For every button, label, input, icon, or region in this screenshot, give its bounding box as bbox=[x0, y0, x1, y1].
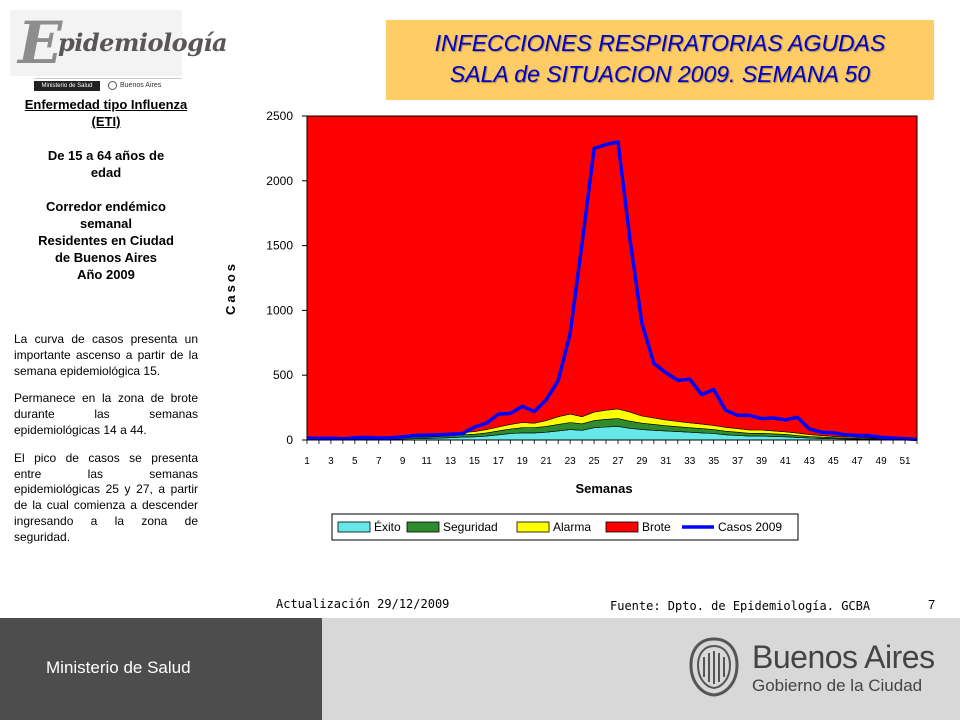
corredor-line-2: semanal bbox=[79, 216, 133, 231]
x-axis-label: Semanas bbox=[575, 481, 632, 496]
title-line-1: INFECCIONES RESPIRATORIAS AGUDAS bbox=[434, 30, 886, 56]
footer-ministry: Ministerio de Salud bbox=[46, 658, 191, 677]
legend-swatch-exito bbox=[337, 521, 371, 533]
y-tick-label: 1500 bbox=[266, 239, 293, 253]
logo-initial: E bbox=[18, 9, 63, 77]
legend-label-alarma: Alarma bbox=[553, 520, 591, 534]
page-number: 7 bbox=[928, 597, 936, 612]
y-axis-label: Casos bbox=[223, 261, 238, 315]
legend-swatch-seguridad bbox=[406, 521, 440, 533]
x-tick-label: 31 bbox=[660, 456, 672, 467]
residents-line-1: Residentes en Ciudad bbox=[38, 233, 174, 248]
x-tick-label: 3 bbox=[328, 456, 334, 467]
source-note: Fuente: Dpto. de Epidemiología. GCBA bbox=[610, 599, 871, 613]
legend-label-exito: Éxito bbox=[374, 519, 401, 534]
chart-legend: Éxito Seguridad Alarma Brote Casos 2009 bbox=[331, 513, 799, 541]
plot-frame bbox=[306, 115, 918, 441]
x-tick-label: 21 bbox=[541, 456, 553, 467]
logo-strip: Ministerio de Salud Buenos Aires bbox=[34, 78, 182, 93]
y-tick-label: 1000 bbox=[266, 303, 293, 317]
buenos-aires-emblem-icon bbox=[689, 637, 739, 697]
logo-city: Buenos Aires bbox=[120, 82, 162, 89]
residents-line-2: de Buenos Aires bbox=[54, 250, 158, 265]
x-tick-label: 9 bbox=[400, 456, 406, 467]
y-tick-label: 500 bbox=[273, 368, 293, 382]
x-tick-label: 35 bbox=[708, 456, 720, 467]
x-tick-label: 43 bbox=[804, 456, 816, 467]
chart-line-layer bbox=[306, 140, 918, 442]
x-tick-label: 1 bbox=[304, 456, 310, 467]
line-casos-2009 bbox=[306, 140, 918, 442]
logo-ministry: Ministerio de Salud bbox=[34, 81, 100, 91]
x-tick-label: 51 bbox=[899, 456, 911, 467]
page-title: INFECCIONES RESPIRATORIAS AGUDAS SALA de… bbox=[386, 20, 934, 100]
x-tick-label: 25 bbox=[588, 456, 600, 467]
legend-swatch-alarma bbox=[516, 521, 550, 533]
ba-small-icon bbox=[108, 81, 117, 90]
x-tick-label: 41 bbox=[780, 456, 792, 467]
legend-swatch-brote bbox=[605, 521, 639, 533]
x-tick-label: 39 bbox=[756, 456, 768, 467]
x-tick-label: 33 bbox=[684, 456, 696, 467]
x-tick-label: 29 bbox=[636, 456, 648, 467]
age-line-2: edad bbox=[90, 165, 122, 180]
area-brote bbox=[306, 115, 918, 439]
age-line-1: De 15 a 64 años de bbox=[47, 148, 165, 163]
x-tick-label: 37 bbox=[732, 456, 744, 467]
legend-label-seguridad: Seguridad bbox=[443, 520, 498, 534]
x-tick-label: 5 bbox=[352, 456, 358, 467]
legend-label-casos-2009: Casos 2009 bbox=[718, 520, 782, 534]
logo-background: E pidemiología bbox=[10, 9, 228, 77]
x-tick-label: 23 bbox=[565, 456, 577, 467]
x-tick-label: 45 bbox=[828, 456, 840, 467]
x-tick-label: 13 bbox=[445, 456, 457, 467]
sidebar-headings: Enfermedad tipo Influenza (ETI) De 15 a … bbox=[14, 96, 198, 283]
update-date: Actualización 29/12/2009 bbox=[276, 597, 450, 611]
x-tick-label: 27 bbox=[612, 456, 624, 467]
footer-city-name: Buenos Aires bbox=[752, 639, 935, 675]
x-tick-label: 19 bbox=[517, 456, 529, 467]
x-tick-label: 17 bbox=[493, 456, 505, 467]
y-tick-label: 0 bbox=[286, 433, 293, 447]
epidemiologia-logo: E pidemiología Ministerio de Salud Bueno… bbox=[10, 9, 228, 94]
x-tick-label: 15 bbox=[469, 456, 481, 467]
note-paragraph: El pico de casos se presenta entre las s… bbox=[14, 450, 198, 544]
note-paragraph: La curva de casos presenta un importante… bbox=[14, 332, 198, 378]
disease-heading: Enfermedad tipo Influenza (ETI) bbox=[24, 97, 188, 129]
note-paragraph: Permanece en la zona de brote durante la… bbox=[14, 391, 198, 437]
x-tick-label: 7 bbox=[376, 456, 382, 467]
y-tick-label: 2500 bbox=[266, 109, 293, 123]
chart-areas bbox=[306, 115, 918, 441]
title-line-2: SALA de SITUACION 2009. SEMANA 50 bbox=[449, 61, 871, 87]
y-tick-label: 2000 bbox=[266, 174, 293, 188]
sidebar-notes: La curva de casos presenta un importante… bbox=[14, 332, 198, 558]
footer-left-band bbox=[0, 618, 322, 720]
x-tick-label: 49 bbox=[876, 456, 888, 467]
corredor-line-1: Corredor endémico bbox=[46, 199, 166, 214]
legend-label-brote: Brote bbox=[642, 520, 671, 534]
footer-government: Gobierno de la Ciudad bbox=[752, 676, 923, 695]
footer-right-band bbox=[322, 618, 960, 720]
year-line: Año 2009 bbox=[77, 267, 135, 282]
logo-word: pidemiología bbox=[58, 28, 228, 57]
x-tick-label: 47 bbox=[852, 456, 864, 467]
x-tick-label: 11 bbox=[421, 456, 432, 467]
